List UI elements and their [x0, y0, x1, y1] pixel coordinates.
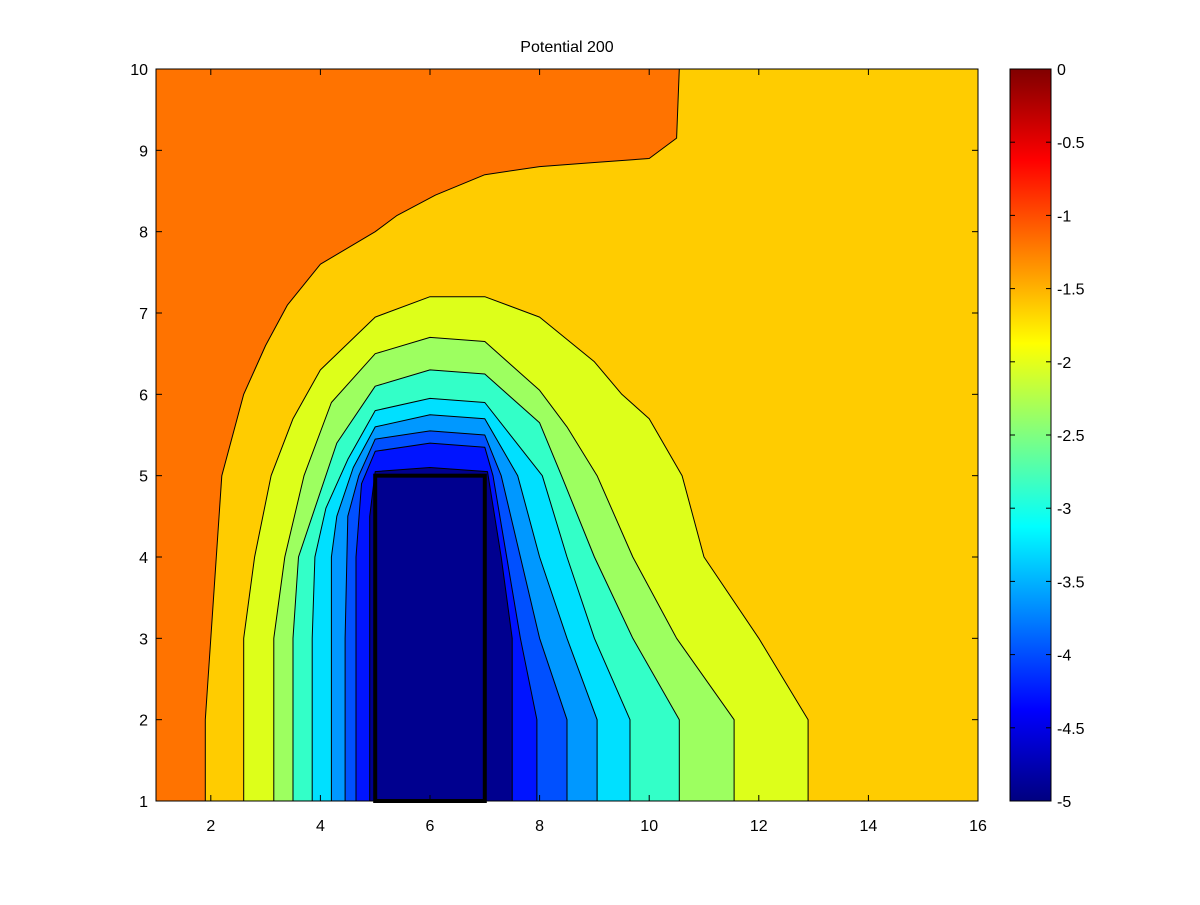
x-axis: 2 4 6 8 10 12 14 16 [206, 69, 987, 835]
y-tick-label: 1 [139, 794, 148, 811]
x-tick-label: 12 [750, 818, 768, 835]
x-tick-label: 6 [426, 818, 435, 835]
y-tick-label: 6 [139, 387, 148, 404]
colorbar-tick-label: -4.5 [1057, 721, 1085, 738]
colorbar-tick-label: -2.5 [1057, 428, 1085, 445]
y-tick-label: 5 [139, 469, 148, 486]
x-tick-label: 2 [206, 818, 215, 835]
colorbar-tick-label: -1 [1057, 208, 1071, 225]
contour-region-8 [369, 467, 513, 801]
x-tick-label: 8 [535, 818, 544, 835]
contour-fills [156, 69, 809, 801]
x-tick-label: 4 [316, 818, 325, 835]
y-tick-label: 4 [139, 550, 148, 567]
colorbar-ticks: 0 -0.5 -1 -1.5 -2 -2.5 -3 -3.5 -4 -4.5 -5 [1010, 62, 1085, 811]
y-tick-label: 3 [139, 631, 148, 648]
colorbar-tick-label: -1.5 [1057, 282, 1085, 299]
y-axis: 1 2 3 4 5 6 7 8 9 10 [130, 62, 978, 811]
y-tick-label: 7 [139, 306, 148, 323]
colorbar-tick-label: -0.5 [1057, 135, 1085, 152]
colorbar [1009, 68, 1052, 802]
colorbar-tick-label: 0 [1057, 62, 1066, 79]
colorbar-tick-label: -4 [1057, 648, 1071, 665]
y-tick-label: 10 [130, 62, 148, 79]
colorbar-tick-label: -3 [1057, 501, 1071, 518]
chart-title: Potential 200 [520, 39, 614, 56]
y-tick-label: 8 [139, 225, 148, 242]
x-tick-label: 14 [860, 818, 878, 835]
x-tick-label: 10 [640, 818, 658, 835]
y-tick-label: 9 [139, 143, 148, 160]
colorbar-tick-label: -5 [1057, 794, 1071, 811]
x-tick-label: 16 [969, 818, 987, 835]
y-tick-label: 2 [139, 713, 148, 730]
plot-frame [155, 68, 979, 802]
contour-region-0 [156, 69, 680, 801]
colorbar-tick-label: -2 [1057, 355, 1071, 372]
colorbar-tick-label: -3.5 [1057, 574, 1085, 591]
